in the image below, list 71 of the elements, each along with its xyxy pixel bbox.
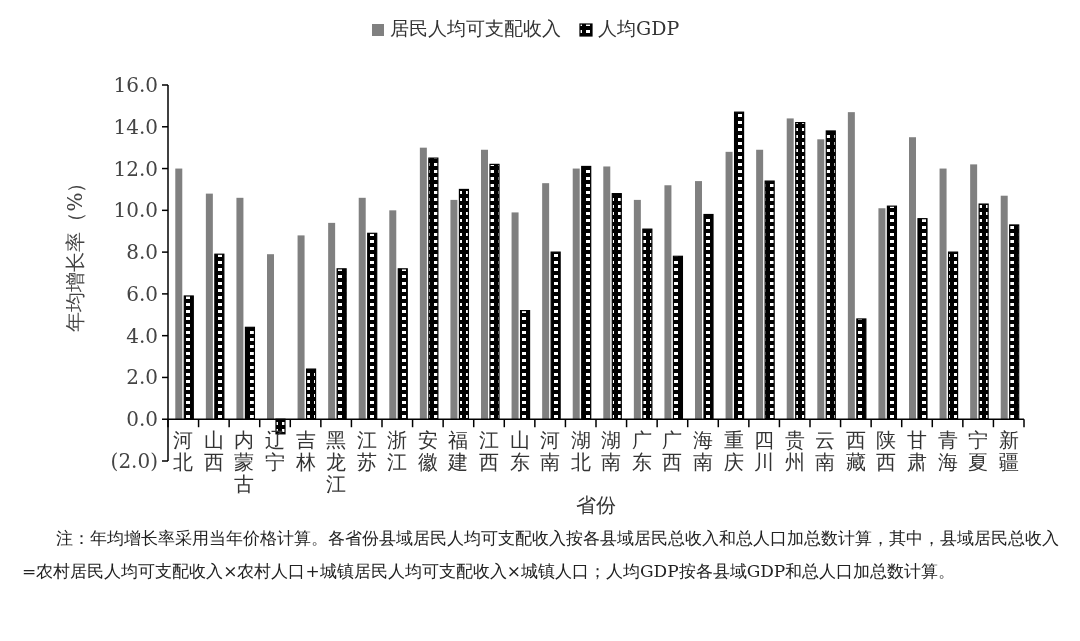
x-tick-label: 河北 <box>173 428 194 475</box>
y-tick-label: 0.0 <box>126 407 158 432</box>
bar <box>603 166 611 420</box>
bar <box>847 112 855 420</box>
x-tick-label: 重庆 <box>723 428 744 475</box>
bar <box>939 168 947 420</box>
x-tick-label: 西藏 <box>845 428 866 475</box>
x-tick-label: 山西 <box>203 428 224 475</box>
x-tick-label: 湖北 <box>570 428 591 475</box>
x-tick-label: 吉林 <box>294 428 316 475</box>
x-tick-label: 辽宁 <box>265 428 285 475</box>
bar <box>695 181 702 420</box>
y-tick-label: 16.0 <box>113 73 158 97</box>
x-tick-label: 浙江 <box>387 428 408 475</box>
bar <box>909 137 916 420</box>
y-tick-label: 14.0 <box>113 114 158 139</box>
x-tick-label: 福建 <box>447 428 469 475</box>
bar <box>786 118 794 420</box>
bar <box>633 199 641 420</box>
bar <box>419 147 427 420</box>
x-tick-label: 青海 <box>937 428 958 475</box>
y-tick-label: 8.0 <box>126 240 158 265</box>
x-tick-label: 安徽 <box>417 428 438 475</box>
bar <box>175 168 183 420</box>
x-tick-label: 江西 <box>479 428 499 475</box>
x-tick-label: 新疆 <box>998 428 1019 475</box>
bar <box>878 208 886 420</box>
bar <box>236 197 244 420</box>
bar <box>205 193 213 420</box>
x-tick-label: 河南 <box>540 428 561 475</box>
bar <box>389 210 397 420</box>
y-tick-label: 10.0 <box>113 198 158 223</box>
legend-label: 人均GDP <box>598 17 680 39</box>
x-tick-label: 湖南 <box>601 428 622 475</box>
y-tick-label: (2.0) <box>110 449 158 473</box>
x-tick-label: 四川 <box>754 428 775 475</box>
x-tick-label: 宁夏 <box>968 428 989 475</box>
y-axis-title: 年均增长率（%） <box>63 172 87 332</box>
x-tick-label: 山东 <box>509 428 530 475</box>
bar <box>450 199 458 420</box>
x-tick-label: 甘肃 <box>907 428 927 475</box>
bar <box>358 197 366 420</box>
bar <box>267 254 274 420</box>
x-tick-label: 广东 <box>631 428 652 475</box>
bar <box>542 183 550 420</box>
x-tick-label: 贵州 <box>784 428 805 475</box>
bar <box>572 168 580 420</box>
bar <box>481 149 488 420</box>
bar <box>970 164 978 420</box>
bar <box>297 235 305 420</box>
x-tick-label: 陕西 <box>876 428 897 475</box>
legend-label: 居民人均可支配收入 <box>390 17 561 39</box>
y-tick-label: 6.0 <box>126 281 158 306</box>
x-tick-label: 黑龙江 <box>326 428 347 497</box>
y-tick-label: 4.0 <box>126 323 158 348</box>
x-axis-title: 省份 <box>576 493 616 517</box>
text: 注：年均增长率采用当年价格计算。各省份县域居民人均可支配收入按各县域居民总收入和总人口加总数计算，其中，县域居民总收入=农村居民人均可支配收入×农村人口+城镇居民人均可支配收入×城镇人口；人均GDP按各县域GDP和总人口加总数计算。 <box>22 527 1060 583</box>
bar <box>328 222 336 420</box>
bar <box>1000 195 1008 420</box>
bar <box>817 139 825 420</box>
y-tick-label: 2.0 <box>126 365 158 390</box>
bar <box>664 185 672 420</box>
x-tick-label: 广西 <box>662 428 683 475</box>
x-tick-label: 内蒙古 <box>234 428 255 497</box>
bar <box>725 151 733 420</box>
x-tick-label: 海南 <box>693 428 713 475</box>
x-tick-label: 江苏 <box>356 428 377 475</box>
bar <box>756 149 764 420</box>
x-tick-label: 云南 <box>815 428 836 475</box>
y-tick-label: 12.0 <box>113 156 158 181</box>
bar <box>511 212 519 420</box>
